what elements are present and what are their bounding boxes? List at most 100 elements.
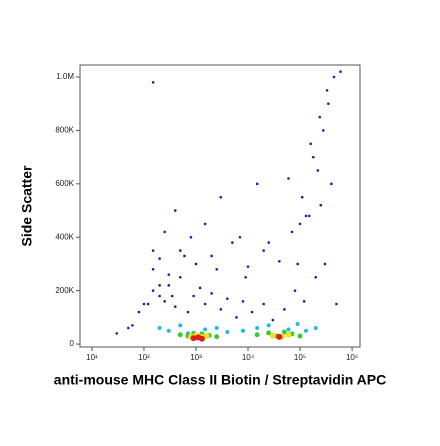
point [194,262,198,266]
point [173,305,177,308]
y-axis-label: Side Scatter [19,165,35,246]
point [231,241,234,244]
point [316,169,320,172]
y-tick-label: 200K [55,286,74,295]
point [157,326,162,331]
point [235,316,238,319]
point [179,276,182,279]
point [151,289,155,292]
point [295,322,300,327]
point [219,308,223,311]
point [327,102,330,106]
point [186,310,190,314]
point [214,326,219,331]
x-axis-label: anti-mouse MHC Class II Biotin / Strepta… [54,372,386,388]
point [163,300,166,303]
y-tick-label: 1.0M [56,72,74,81]
point [158,294,161,298]
point [210,292,213,295]
x-tick-label: 10³ [190,353,202,362]
point [246,265,250,268]
point [170,294,174,298]
point [314,276,318,279]
x-tick-label: 10² [138,353,150,362]
point [178,323,183,328]
point [323,262,327,266]
point [267,241,271,244]
point [262,249,265,252]
point [240,328,245,333]
point [126,326,130,330]
point [296,262,299,266]
point [298,222,302,226]
point [297,333,303,339]
point [276,333,283,340]
point [192,294,195,298]
y-tick-label: 800K [55,126,74,135]
point [158,257,161,260]
point [313,326,318,331]
point [244,276,247,279]
point [177,332,183,338]
point [151,81,155,84]
point [214,334,220,340]
y-tick-label: 400K [55,232,74,241]
point [309,142,312,146]
x-tick-label: 10⁴ [242,353,255,362]
point [303,328,308,333]
point [179,249,182,252]
point [166,328,171,333]
point [286,327,291,332]
point [302,300,306,303]
point [115,332,119,335]
point [131,324,134,327]
point [189,235,193,239]
point [322,129,325,132]
point [269,332,276,339]
point [190,335,197,342]
point [238,235,242,239]
point [142,302,146,306]
point [198,335,205,342]
point [319,203,323,207]
point [290,230,294,234]
point [332,75,336,79]
point [254,332,260,338]
point [203,302,207,306]
point [318,115,322,119]
point [283,308,286,311]
point [146,302,150,306]
x-tick-label: 10¹ [86,353,98,362]
y-tick-label: 0 [70,339,75,348]
point [255,326,260,331]
point [167,273,171,276]
point [210,254,213,258]
plot-frame [79,64,361,348]
point [226,297,229,300]
point [215,267,218,271]
point [163,230,166,234]
point [278,259,281,263]
point [262,302,265,306]
point [271,318,275,322]
point [151,249,155,252]
point [203,333,210,340]
point [158,284,161,287]
point [304,214,308,218]
point [198,286,202,290]
point [167,284,171,287]
point [219,195,223,199]
point [151,267,155,271]
point [281,329,287,335]
point [330,182,333,186]
point [255,182,259,186]
point [241,300,245,303]
point [183,254,186,258]
point [339,70,342,73]
point [203,222,207,226]
point [225,330,230,335]
point [335,302,338,306]
x-tick-label: 10⁵ [294,353,306,362]
point [300,195,304,199]
